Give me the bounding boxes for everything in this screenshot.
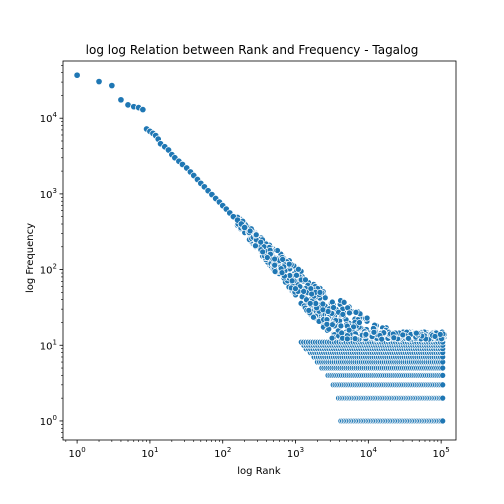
data-points	[73, 71, 448, 425]
data-point	[271, 261, 279, 269]
data-point	[340, 298, 348, 306]
data-point	[405, 335, 412, 342]
data-point	[285, 260, 293, 268]
y-tick-label: 103	[40, 187, 57, 201]
y-axis-label: log Frequency	[25, 223, 36, 293]
data-point	[350, 323, 357, 331]
head-point	[108, 82, 116, 90]
data-point	[278, 269, 286, 277]
x-axis-label: log Rank	[237, 466, 281, 477]
data-point	[302, 276, 309, 284]
data-point	[300, 288, 307, 295]
data-point	[363, 314, 371, 322]
data-point	[324, 308, 332, 315]
tail-point	[439, 381, 447, 389]
head-point	[139, 106, 147, 114]
data-point	[339, 311, 347, 318]
data-point	[305, 307, 313, 314]
y-tick-label: 101	[40, 338, 57, 352]
data-point	[310, 313, 317, 321]
data-point	[293, 271, 300, 279]
data-point	[252, 231, 260, 239]
data-point	[257, 238, 265, 246]
x-axis-ticks: 100 101 102 103 104 105	[65, 440, 450, 460]
data-point	[271, 268, 279, 275]
y-axis-ticks: 100 101 102 103 104	[40, 65, 63, 439]
data-point	[413, 329, 420, 337]
tail-point	[439, 372, 447, 379]
head-point	[95, 78, 103, 86]
data-point	[370, 328, 378, 336]
data-point	[431, 332, 439, 340]
data-point	[345, 326, 353, 334]
y-tick-label: 104	[40, 111, 58, 125]
data-point	[306, 300, 314, 307]
data-point	[292, 285, 299, 292]
data-point	[399, 331, 407, 339]
data-point	[356, 319, 363, 326]
chart-title: log log Relation between Rank and Freque…	[86, 43, 419, 57]
data-point	[271, 255, 278, 263]
data-point	[337, 322, 345, 330]
y-tick-label: 100	[40, 414, 57, 428]
tail-point	[439, 364, 447, 372]
data-point	[246, 227, 254, 235]
data-point	[259, 248, 267, 256]
x-tick-label: 104	[360, 446, 378, 460]
data-point	[378, 335, 386, 343]
data-point	[328, 298, 336, 306]
data-point	[390, 334, 398, 342]
data-point	[288, 277, 296, 285]
data-point	[352, 308, 360, 316]
data-point	[252, 242, 259, 250]
x-tick-label: 101	[141, 446, 158, 460]
data-point	[362, 331, 370, 338]
x-tick-label: 102	[214, 446, 231, 460]
x-tick-label: 100	[69, 446, 86, 460]
x-tick-label: 105	[433, 446, 450, 460]
data-point	[312, 300, 320, 307]
data-point	[263, 254, 271, 261]
y-tick-label: 102	[40, 263, 57, 277]
data-point	[295, 265, 302, 273]
data-point	[346, 309, 353, 317]
tail-point	[439, 417, 447, 425]
data-point	[343, 335, 351, 343]
data-point	[323, 320, 331, 328]
data-point	[319, 300, 327, 308]
data-point	[316, 289, 324, 296]
data-point	[330, 304, 337, 311]
data-point	[308, 290, 315, 298]
head-point	[73, 71, 81, 79]
tail-point	[439, 394, 447, 402]
data-point	[279, 256, 287, 263]
x-tick-label: 103	[287, 446, 304, 460]
data-point	[328, 334, 336, 342]
head-point	[241, 223, 249, 232]
plot-frame	[62, 60, 457, 441]
data-point	[351, 335, 359, 342]
head-point	[117, 96, 125, 104]
